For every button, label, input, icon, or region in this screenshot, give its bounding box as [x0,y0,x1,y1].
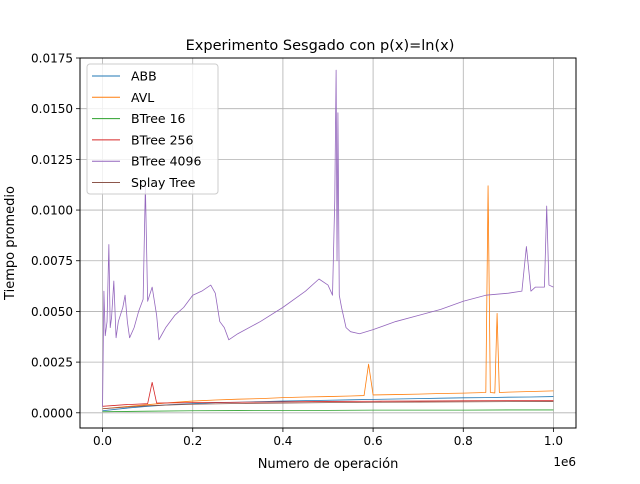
series-line-btree-256 [102,381,554,407]
legend-label-avl: AVL [131,90,154,105]
x-tick-label: 0.8 [454,434,473,448]
legend-label-splay-tree: Splay Tree [131,175,196,190]
series-line-splay-tree [102,401,554,410]
series-line-avl [102,185,554,410]
legend-label-abb: ABB [131,69,157,84]
chart-title: Experimento Sesgado con p(x)=ln(x) [186,38,455,54]
x-tick-label: 0.4 [273,434,292,448]
y-axis-label: Tiempo promedio [3,186,18,301]
legend-label-btree-4096: BTree 4096 [131,154,201,169]
x-tick-label: 0.6 [364,434,383,448]
x-tick-label: 1.0 [544,434,563,448]
y-tick-label: 0.0175 [31,52,73,66]
y-tick-label: 0.0000 [31,406,73,420]
series-line-btree-16 [102,409,554,413]
legend-label-btree-256: BTree 256 [131,132,193,147]
x-tick-label: 0.2 [183,434,202,448]
x-axis-label: Numero de operación [258,457,399,472]
plot-area [102,69,554,413]
y-tick-label: 0.0150 [31,102,73,116]
series-line-abb [102,396,554,412]
y-tick-label: 0.0125 [31,153,73,167]
y-tick-label: 0.0100 [31,204,73,218]
y-axis-ticks: 0.0000 0.0025 0.0050 0.0075 0.0100 0.0125 0.01… [31,52,80,420]
y-tick-label: 0.0075 [31,254,73,268]
legend-label-btree-16: BTree 16 [131,111,186,126]
x-tick-label: 0.0 [93,434,112,448]
x-axis-offset-label: 1e6 [553,455,576,469]
series-lines [102,69,554,413]
plot-frame [79,57,577,429]
legend: ABB AVL BTree 16 BTree 256 BTree 4096 Splay T… [86,63,219,195]
series-line-btree-4096 [102,69,554,407]
x-axis-ticks: 0.0 0.2 0.4 0.6 0.8 1.0 [93,428,563,448]
y-tick-label: 0.0050 [31,305,73,319]
y-tick-label: 0.0025 [31,356,73,370]
